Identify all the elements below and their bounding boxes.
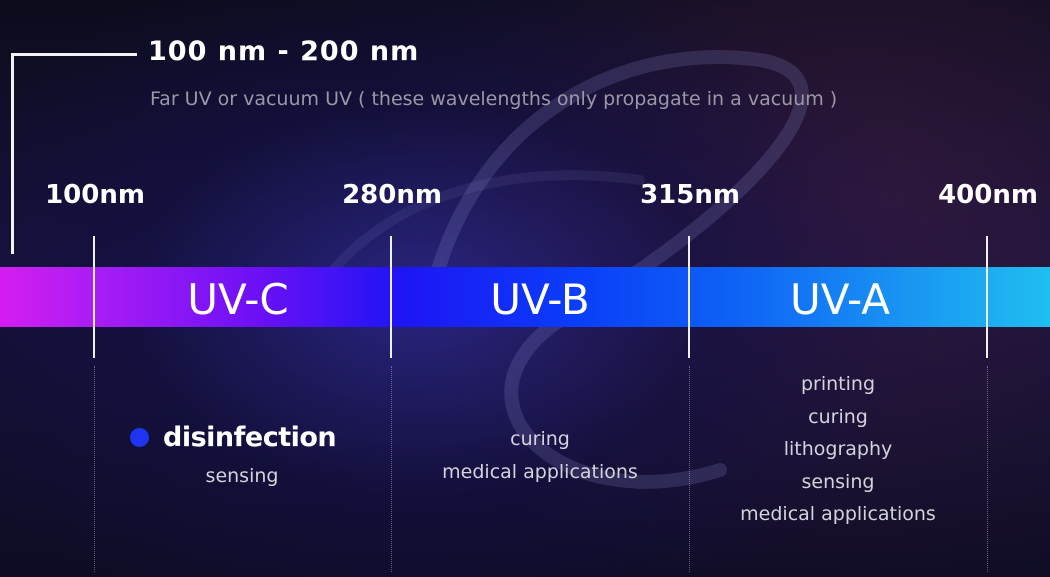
tick-100nm bbox=[93, 236, 95, 358]
uva-application: printing bbox=[800, 373, 876, 395]
uva-application: curing bbox=[808, 405, 868, 428]
uv-spectrum-band bbox=[0, 267, 1050, 327]
tick-280nm bbox=[390, 236, 392, 358]
wavelength-label-315: 315nm bbox=[640, 180, 740, 210]
wavelength-label-100: 100nm bbox=[45, 180, 145, 210]
uvb-application: medical applications bbox=[442, 460, 638, 483]
divider-dotted-315nm bbox=[689, 366, 690, 572]
bullet-dot-icon bbox=[130, 428, 149, 447]
divider-dotted-100nm bbox=[94, 366, 95, 572]
divider-dotted-280nm bbox=[391, 366, 392, 572]
uva-applications-list: printing curing lithography sensing medi… bbox=[740, 368, 936, 531]
uvc-application-sensing: sensing bbox=[205, 465, 279, 487]
wavelength-label-280: 280nm bbox=[342, 180, 442, 210]
uva-application: medical applications bbox=[740, 503, 936, 525]
range-bracket-vertical bbox=[11, 53, 14, 254]
band-label-uva: UV-A bbox=[790, 275, 890, 324]
range-description: Far UV or vacuum UV ( these wavelengths … bbox=[150, 88, 838, 110]
divider-dotted-400nm bbox=[987, 366, 988, 572]
uvb-application: curing bbox=[510, 428, 570, 450]
wavelength-label-400: 400nm bbox=[938, 180, 1038, 210]
tick-400nm bbox=[986, 236, 988, 358]
band-label-uvb: UV-B bbox=[490, 275, 590, 324]
band-label-uvc: UV-C bbox=[187, 275, 289, 324]
uva-application: lithography bbox=[783, 438, 893, 460]
range-bracket-horizontal bbox=[11, 53, 137, 56]
range-title: 100 nm - 200 nm bbox=[148, 36, 420, 67]
uvb-applications-list: curing medical applications bbox=[442, 423, 638, 488]
uva-application: sensing bbox=[801, 470, 875, 493]
uvc-highlight-row: disinfection bbox=[130, 422, 337, 453]
tick-315nm bbox=[688, 236, 690, 358]
uvc-highlight-application: disinfection bbox=[163, 422, 337, 453]
